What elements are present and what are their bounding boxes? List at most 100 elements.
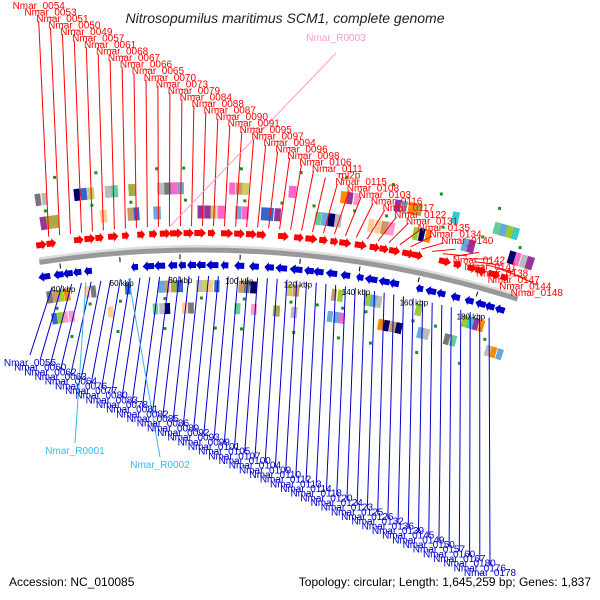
cog-block	[128, 183, 136, 197]
reverse-gene-label: Nmar_0081	[106, 405, 159, 416]
forward-gene-arrow	[121, 230, 130, 241]
cog-block	[68, 310, 76, 323]
leader-line	[257, 144, 267, 228]
reverse-gene-label: Nmar_0160	[423, 549, 476, 560]
leader-line	[387, 294, 395, 519]
forward-gene-arrow	[354, 240, 367, 251]
forward-gene-label: Nmar_0115	[335, 177, 387, 188]
reverse-gene-arrow	[289, 264, 303, 275]
cog-marker	[457, 361, 461, 365]
cog-marker	[53, 175, 57, 179]
leader-line	[80, 280, 102, 379]
forward-gene-arrow	[46, 238, 57, 249]
leader-line	[224, 125, 231, 227]
cog-marker	[518, 246, 522, 250]
forward-gene-arrow	[330, 236, 339, 247]
cog-marker	[481, 235, 485, 239]
cog-block	[382, 319, 391, 332]
forward-gene-arrow	[234, 228, 245, 239]
cog-block	[466, 239, 477, 254]
leader-line	[73, 40, 82, 233]
reverse-gene-label: Nmar_0086	[137, 419, 190, 430]
leader-line	[182, 275, 200, 426]
leader-line	[61, 33, 71, 234]
leader-line	[85, 47, 93, 232]
position-tick-label: 80 kbp	[168, 276, 193, 285]
forward-gene-label: Nmar_0087	[204, 105, 257, 116]
reverse-gene-label: Nmar_0145	[382, 531, 435, 542]
feature-layer	[34, 166, 536, 365]
leader-line	[274, 279, 288, 468]
leader-line	[29, 286, 53, 356]
reverse-gene-label: Nmar_0104	[229, 461, 282, 472]
cog-block	[90, 285, 97, 298]
cog-marker	[155, 167, 159, 171]
forward-gene-label: Nmar_0111	[312, 164, 363, 175]
cog-block	[153, 206, 161, 220]
cog-marker	[315, 303, 319, 307]
reverse-gene-label: Nmar_0083	[86, 395, 139, 406]
cog-block	[290, 306, 298, 319]
backbone-shadow	[38, 245, 520, 299]
forward-gene-arrow	[73, 234, 84, 245]
leader-line	[141, 276, 161, 407]
position-tick-label: 140 kbp	[342, 288, 371, 297]
reverse-gene-label: Nmar_0125	[331, 507, 384, 518]
leader-line	[410, 235, 433, 248]
reverse-gene-label: Nmar_0099	[178, 437, 231, 448]
reverse-gene-label: Nmar_0107	[208, 451, 261, 462]
forward-gene-label: Nmar_0103	[359, 190, 412, 201]
reverse-gene-label: Nmar_0055	[4, 358, 57, 369]
leader-line	[290, 164, 302, 230]
reverse-gene-label: Nmar_0150	[403, 540, 456, 551]
cog-block	[330, 288, 338, 302]
cog-block	[394, 322, 403, 335]
cog-marker	[336, 336, 340, 340]
cog-block	[495, 348, 504, 361]
reverse-gene-label: Nmar_0110	[250, 470, 302, 481]
leader-line	[97, 53, 104, 231]
reverse-gene-arrow	[389, 278, 400, 289]
cog-marker	[439, 192, 443, 196]
cog-block	[181, 302, 188, 314]
position-tick-label: 100 kbp	[225, 277, 254, 286]
leader-line	[60, 282, 82, 370]
cog-block	[442, 333, 451, 346]
reverse-gene-arrow	[153, 260, 166, 271]
leader-line	[421, 242, 444, 250]
leader-line	[366, 209, 386, 240]
map-title: Nitrosopumilus maritimus SCM1, complete …	[126, 10, 445, 26]
cog-marker	[129, 200, 133, 204]
leader-line	[213, 118, 219, 227]
cog-block	[274, 208, 282, 222]
reverse-rna-label: Nmar_R0002	[130, 460, 190, 471]
reverse-gene-label: Nmar_0080	[75, 391, 128, 402]
forward-gene-label: Nmar_0051	[36, 14, 89, 25]
forward-gene-label: Nmar_0116	[371, 197, 423, 208]
reverse-gene-label: Nmar_0077	[65, 386, 118, 397]
leader-line	[346, 287, 356, 500]
cog-block	[229, 182, 236, 195]
reverse-gene-arrow	[416, 283, 424, 294]
reverse-gene-label: Nmar_0120	[300, 493, 353, 504]
cog-block	[63, 288, 71, 302]
reverse-gene-arrow	[131, 262, 139, 273]
leader-line	[448, 307, 452, 547]
cog-marker	[312, 204, 316, 208]
forward-gene-label: Nmar_0095	[240, 125, 293, 136]
leader-line	[202, 112, 207, 227]
cog-marker	[184, 198, 187, 202]
cog-block	[79, 187, 88, 201]
leader-line	[305, 282, 317, 482]
position-tick-label: 120 kbp	[284, 281, 313, 290]
forward-gene-label: Nmar_0144	[499, 282, 552, 293]
reverse-gene-label: Nmar_0105	[198, 447, 251, 458]
leader-line	[432, 248, 456, 252]
backbone	[39, 247, 519, 302]
reverse-gene-arrow	[356, 272, 364, 283]
forward-gene-arrow	[411, 250, 423, 261]
leader-line	[417, 300, 424, 533]
forward-rna-label: Nmar_R0003	[306, 33, 366, 44]
forward-gene-arrow	[388, 246, 401, 256]
leader-line	[70, 281, 92, 374]
